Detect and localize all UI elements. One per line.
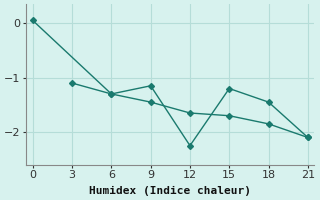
X-axis label: Humidex (Indice chaleur): Humidex (Indice chaleur) xyxy=(89,186,251,196)
